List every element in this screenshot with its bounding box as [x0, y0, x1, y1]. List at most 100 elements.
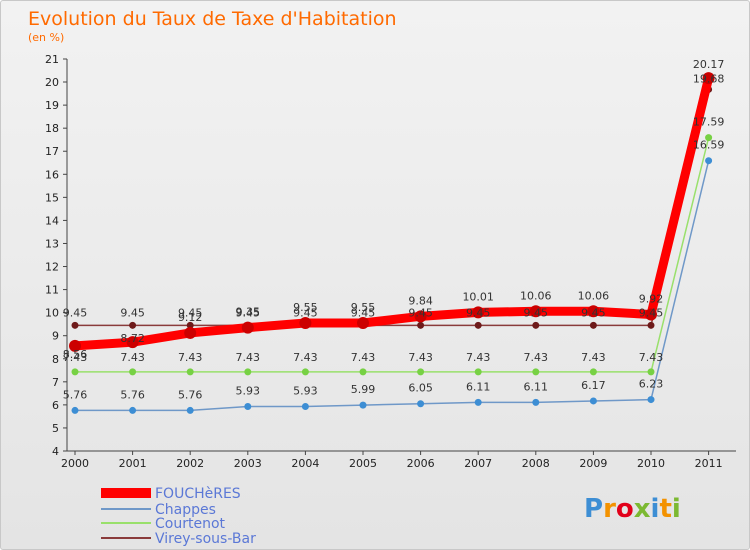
y-tick-label: 8 — [52, 353, 59, 366]
data-labels-3: 9.45 9.45 9.45 9.45 9.45 9.45 9.45 9.45 9.45 9.45… — [63, 72, 725, 319]
series-chappes — [71, 157, 713, 414]
y-tick-label: 21 — [45, 53, 59, 66]
data-point — [186, 406, 194, 414]
y-tick-label: 12 — [45, 261, 59, 274]
data-label: 5.76 — [120, 388, 145, 401]
data-label: 9.45 — [581, 306, 606, 319]
data-labels-1: 5.76 5.76 5.76 5.93 5.93 5.99 6.05 6.11 6.11 6.17… — [63, 139, 725, 402]
y-tick-label: 14 — [45, 214, 59, 227]
data-point — [186, 368, 194, 376]
series-fouch-res — [69, 72, 715, 352]
data-label: 19.68 — [693, 72, 725, 85]
data-label: 7.43 — [524, 351, 549, 364]
data-point — [359, 368, 367, 376]
y-tick-label: 7 — [52, 376, 59, 389]
data-label: 8.56 — [63, 348, 88, 361]
data-point — [529, 305, 542, 318]
y-tick-label: 19 — [45, 99, 59, 112]
legend-label: Virey-sous-Bar — [155, 531, 256, 547]
y-tick-label: 11 — [45, 284, 59, 297]
x-tick-label: 2001 — [119, 457, 147, 470]
logo-letter: r — [603, 494, 616, 524]
x-tick-label: 2000 — [61, 457, 89, 470]
data-point — [129, 321, 137, 329]
data-label: 9.45 — [524, 306, 549, 319]
series-layer: 8.56 8.72 9.12 9.35 9.55 9.55 9.84 10.01 10.06 10… — [63, 58, 725, 414]
x-tick-label: 2007 — [464, 457, 492, 470]
data-point — [244, 402, 252, 410]
y-tick-label: 15 — [45, 191, 59, 204]
data-point — [474, 398, 482, 406]
x-tick-label: 2002 — [176, 457, 204, 470]
x-tick-label: 2011 — [695, 457, 723, 470]
data-point — [472, 306, 485, 319]
x-tick-label: 2003 — [234, 457, 262, 470]
data-point — [647, 321, 655, 329]
series-line — [74, 159, 710, 412]
data-point — [301, 402, 309, 410]
series-courtenot — [71, 134, 713, 376]
y-tick-label: 6 — [52, 399, 59, 412]
data-labels-0: 8.56 8.72 9.12 9.35 9.55 9.55 9.84 10.01 10.06 10… — [63, 58, 725, 361]
data-point — [705, 157, 713, 165]
x-tick-label: 2006 — [407, 457, 435, 470]
data-label: 9.45 — [408, 306, 433, 319]
axes: 4 5 6 7 8 9 10 11 12 13 14 15 16 17 18 19 20 21 2000 2001 20… — [45, 53, 736, 470]
data-point — [71, 321, 79, 329]
data-label: 6.23 — [639, 378, 664, 391]
series-line — [74, 88, 710, 327]
data-point — [417, 321, 425, 329]
series-line — [70, 73, 714, 351]
data-label: 10.06 — [520, 289, 552, 302]
data-label: 9.45 — [293, 306, 318, 319]
logo-letter: t — [659, 494, 671, 524]
chart-subtitle: (en %) — [28, 31, 64, 44]
legend-item: FOUCHèRES — [101, 486, 241, 502]
x-tick-label: 2008 — [522, 457, 550, 470]
data-point — [589, 321, 597, 329]
data-point — [357, 317, 369, 330]
data-label: 6.17 — [581, 379, 606, 392]
data-point — [414, 310, 427, 323]
data-label: 7.43 — [581, 351, 606, 364]
logo-letter: o — [616, 494, 634, 524]
data-label: 6.11 — [466, 380, 491, 393]
series-line — [74, 136, 710, 373]
data-label: 5.99 — [351, 383, 376, 396]
data-point — [532, 368, 540, 376]
data-label: 6.05 — [408, 382, 433, 395]
data-label: 9.45 — [466, 306, 491, 319]
proxiti-logo: Proxiti — [584, 494, 681, 524]
data-label: 7.43 — [351, 351, 376, 364]
y-tick-label: 10 — [45, 307, 59, 320]
data-point — [589, 368, 597, 376]
data-label: 5.93 — [236, 384, 261, 397]
y-tick-label: 17 — [45, 145, 59, 158]
data-label: 9.35 — [236, 306, 261, 319]
chart-title: Evolution du Taux de Taxe d'Habitation — [28, 8, 397, 30]
data-label: 7.43 — [120, 351, 145, 364]
legend-label: FOUCHèRES — [155, 486, 241, 502]
data-point — [417, 400, 425, 408]
data-label: 5.93 — [293, 384, 318, 397]
data-point — [186, 321, 194, 329]
legend-label: Courtenot — [155, 516, 226, 532]
data-label: 9.84 — [408, 294, 433, 307]
data-point — [129, 406, 137, 414]
data-label: 7.43 — [466, 351, 491, 364]
x-tick-label: 2005 — [349, 457, 377, 470]
data-label: 20.17 — [693, 58, 725, 71]
legend-item: Chappes — [101, 502, 216, 518]
data-labels-2: 7.43 7.43 7.43 7.43 7.43 7.43 7.43 7.43 7.43 7.43… — [63, 116, 725, 364]
data-point — [645, 308, 657, 321]
data-label: 9.45 — [63, 306, 88, 319]
data-label: 8.72 — [120, 332, 145, 345]
data-point — [71, 368, 79, 376]
logo-text: Proxiti — [584, 494, 681, 524]
data-label: 7.43 — [178, 351, 203, 364]
data-point — [532, 321, 540, 329]
y-tick-label: 13 — [45, 237, 59, 250]
